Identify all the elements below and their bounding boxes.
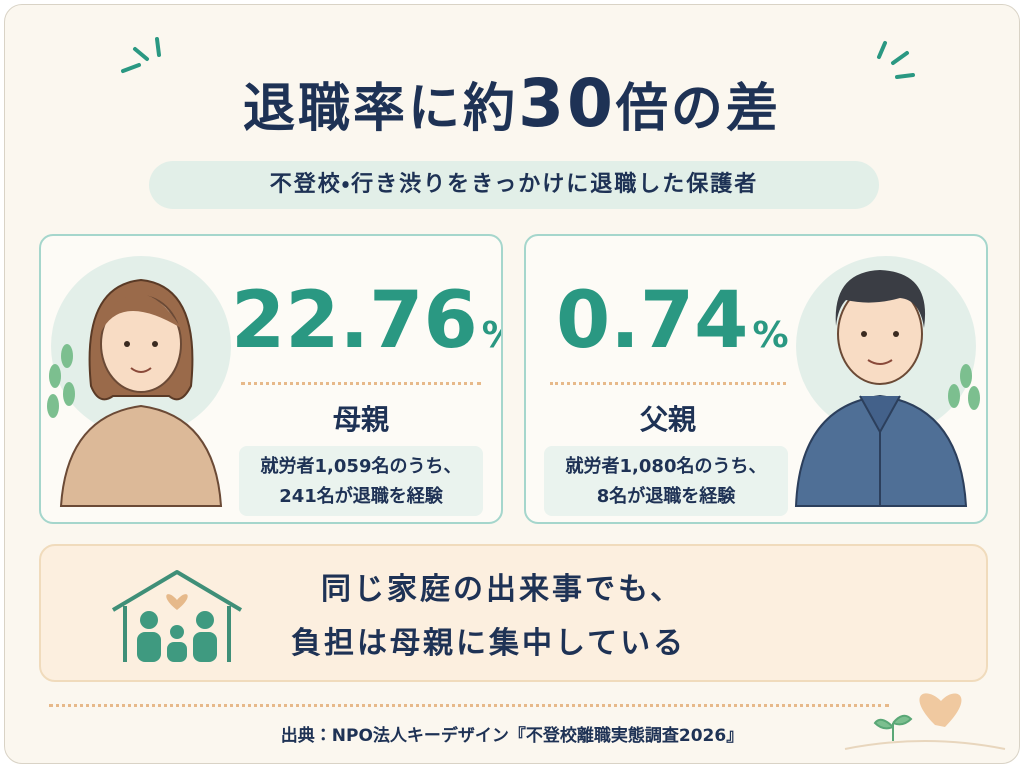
title: 退職率に約30倍の差 bbox=[5, 65, 1019, 142]
message-box: 同じ家庭の出来事でも、 負担は母親に集中している bbox=[39, 544, 988, 682]
message-line: 負担は母親に集中している bbox=[291, 626, 687, 661]
decoration bbox=[193, 632, 217, 662]
decoration bbox=[166, 594, 188, 610]
decoration bbox=[124, 341, 130, 347]
divider bbox=[550, 382, 786, 385]
decoration bbox=[948, 364, 980, 410]
infographic: 退職率に約30倍の差 不登校・行き渋りをきっかけに退職した保護者 22.76% … bbox=[4, 4, 1020, 764]
note-line: 就労者1,059名のうち、 bbox=[260, 456, 462, 477]
decoration bbox=[861, 331, 867, 337]
father-note: 就労者1,080名のうち、 8名が退職を経験 bbox=[544, 446, 788, 516]
decoration bbox=[137, 632, 161, 662]
decoration bbox=[140, 611, 158, 629]
decoration bbox=[873, 714, 913, 741]
message-line: 同じ家庭の出来事でも、 bbox=[321, 572, 684, 607]
decoration bbox=[47, 394, 59, 418]
divider bbox=[49, 704, 889, 707]
decoration bbox=[152, 341, 158, 347]
father-illustration bbox=[794, 256, 980, 507]
decoration bbox=[47, 344, 75, 418]
decoration bbox=[133, 47, 149, 61]
decoration bbox=[137, 611, 217, 662]
decoration bbox=[170, 625, 184, 639]
decoration bbox=[835, 270, 926, 328]
note-line: 就労者1,080名のうち、 bbox=[565, 456, 767, 477]
decoration bbox=[877, 41, 887, 59]
decoration bbox=[891, 51, 909, 65]
subtitle: 不登校・行き渋りをきっかけに退職した保護者 bbox=[149, 161, 879, 209]
rate-unit: % bbox=[752, 315, 789, 356]
title-part: 倍の差 bbox=[615, 79, 781, 139]
decoration bbox=[101, 294, 181, 332]
father-rate: 0.74% bbox=[556, 276, 789, 366]
decoration bbox=[155, 37, 161, 57]
house-icon bbox=[111, 570, 243, 662]
decoration bbox=[121, 63, 141, 73]
father-card: 0.74% 父親 就労者1,080名のうち、 8名が退職を経験 bbox=[524, 234, 988, 524]
father-label: 父親 bbox=[639, 403, 696, 436]
rate-unit: % bbox=[482, 315, 501, 356]
decor-strokes bbox=[121, 37, 1006, 750]
decoration bbox=[895, 73, 915, 79]
mother-note: 就労者1,059名のうち、 241名が退職を経験 bbox=[239, 446, 483, 516]
rate-value: 0.74 bbox=[556, 276, 749, 366]
note-line: 241名が退職を経験 bbox=[279, 486, 443, 507]
decoration bbox=[948, 384, 960, 408]
decoration bbox=[893, 331, 899, 337]
decoration bbox=[111, 570, 243, 612]
decoration bbox=[167, 642, 187, 662]
decoration bbox=[123, 606, 231, 662]
decoration bbox=[63, 382, 75, 406]
rate-value: 22.76 bbox=[231, 276, 478, 366]
decoration bbox=[196, 611, 214, 629]
decoration bbox=[867, 359, 893, 365]
decoration bbox=[130, 367, 152, 373]
decoration bbox=[960, 364, 972, 388]
decoration bbox=[59, 404, 223, 507]
divider bbox=[241, 382, 481, 385]
mother-illustration bbox=[47, 256, 231, 507]
mother-card: 22.76% 母親 就労者1,059名のうち、 241名が退職を経験 bbox=[39, 234, 503, 524]
decoration bbox=[919, 693, 962, 727]
mother-label: 母親 bbox=[332, 403, 389, 436]
title-number: 30 bbox=[518, 65, 616, 142]
decoration bbox=[61, 344, 73, 368]
decoration bbox=[844, 740, 1006, 750]
note-line: 8名が退職を経験 bbox=[596, 486, 736, 507]
decoration bbox=[968, 386, 980, 410]
title-part: 退職率に約 bbox=[243, 79, 519, 139]
source: 出典：NPO法人キーデザイン『不登校離職実態調査2026』 bbox=[280, 726, 744, 746]
decoration bbox=[49, 364, 61, 388]
mother-rate: 22.76% bbox=[231, 276, 501, 366]
